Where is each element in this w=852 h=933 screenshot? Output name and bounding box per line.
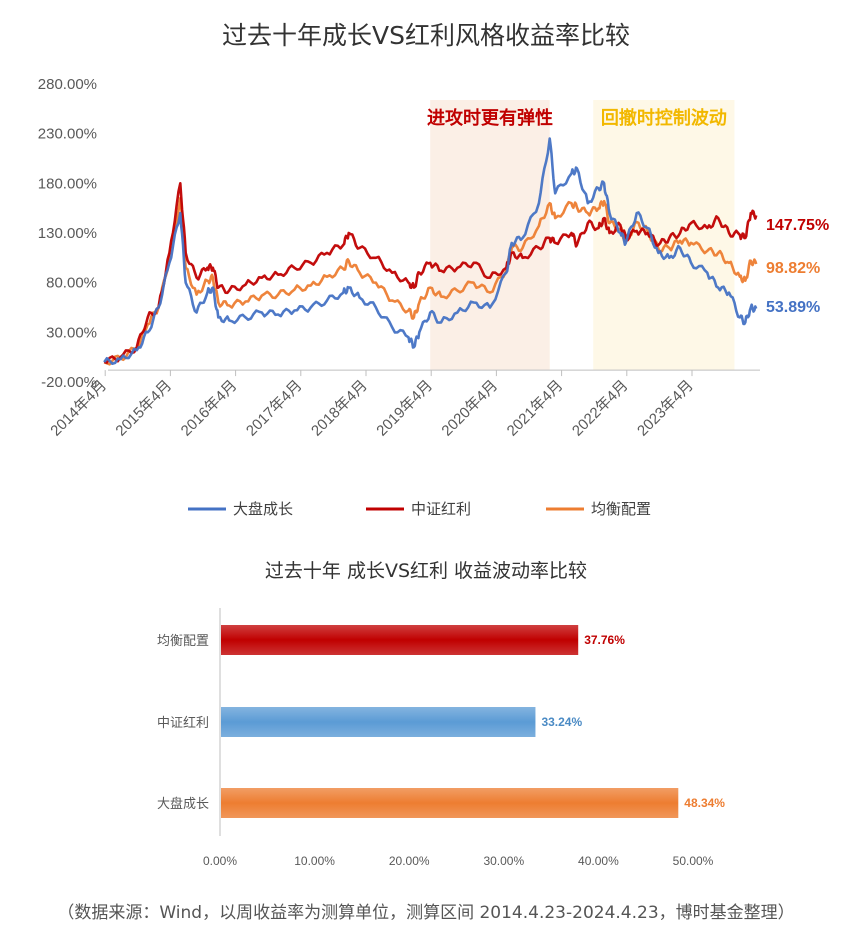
legend-label-1: 中证红利 (411, 500, 471, 518)
series-line-2 (103, 196, 758, 366)
bar-value-label-2: 48.34% (684, 796, 725, 810)
bar-value-label-1: 33.24% (541, 715, 582, 729)
y-tick-label: 30.00% (46, 324, 97, 341)
y-tick-label: 280.00% (38, 76, 97, 93)
x-tick-label: 20.00% (389, 854, 430, 868)
y-tick-label: 80.00% (46, 275, 97, 292)
category-label-1: 中证红利 (157, 715, 209, 731)
end-value-label-1: 147.75% (766, 217, 829, 234)
legend-label-0: 大盘成长 (233, 500, 293, 518)
legend-label-2: 均衡配置 (591, 500, 651, 518)
bar-2 (221, 788, 679, 818)
chart1-title: 过去十年成长VS红利风格收益率比较 (222, 21, 630, 50)
annotation-0: 进攻时更有弹性 (427, 107, 553, 129)
y-tick-label: 230.00% (38, 126, 97, 143)
y-tick-label: 180.00% (38, 175, 97, 192)
x-tick-label: 50.00% (673, 854, 714, 868)
y-tick-label: -20.00% (41, 374, 97, 391)
series-line-1 (103, 182, 758, 364)
category-label-0: 均衡配置 (157, 634, 209, 649)
shade-period-1 (593, 100, 735, 371)
data-source-note: （数据来源：Wind，以周收益率为测算单位，测算区间 2014.4.23-202… (57, 903, 795, 923)
annotation-1: 回撤时控制波动 (601, 107, 727, 129)
bar-1 (221, 707, 536, 737)
category-label-2: 大盘成长 (157, 796, 209, 812)
series-line-0 (103, 137, 758, 365)
chart2-title: 过去十年 成长VS红利 收益波动率比较 (264, 560, 588, 582)
end-value-label-0: 53.89% (766, 299, 820, 316)
bar-0 (221, 625, 579, 655)
end-value-label-2: 98.82% (766, 260, 820, 277)
y-tick-label: 130.00% (38, 225, 97, 242)
x-tick-label: 10.00% (294, 854, 335, 868)
x-tick-label: 30.00% (483, 854, 524, 868)
x-tick-label: 0.00% (203, 854, 237, 868)
x-tick-label: 40.00% (578, 854, 619, 868)
bar-chart: 37.76% 均衡配置 33.24% 中证红利 48.34% 大盘成长 0.00% 10.0… (157, 608, 725, 868)
line-chart: 280.00% 230.00% 180.00% 130.00% 80.00% 30.00%… (38, 76, 829, 518)
shade-period-0 (430, 100, 550, 371)
bar-value-label-0: 37.76% (584, 633, 625, 647)
